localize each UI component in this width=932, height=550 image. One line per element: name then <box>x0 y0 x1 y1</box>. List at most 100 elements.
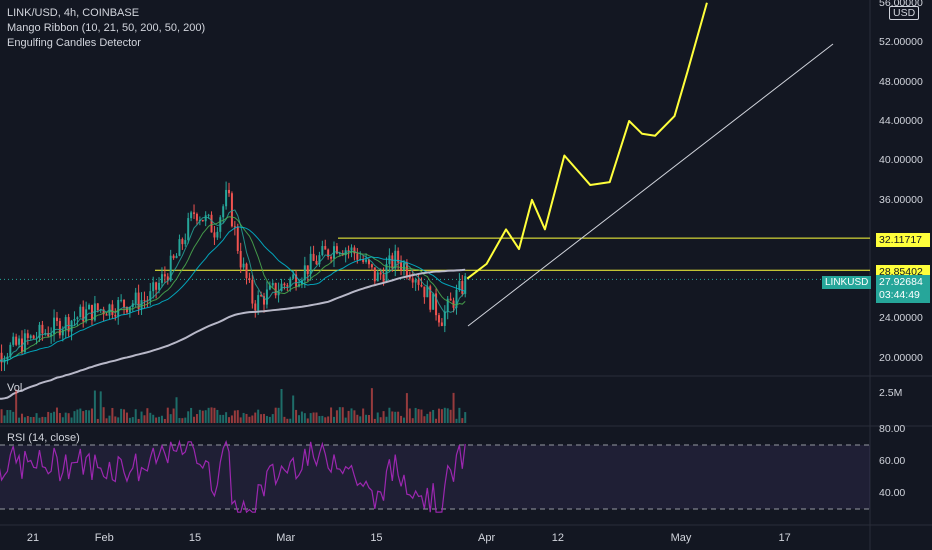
volume-bar <box>105 418 108 423</box>
volume-bar <box>376 412 379 423</box>
volume-bar <box>3 415 6 423</box>
candle-body <box>236 226 239 251</box>
candle-body <box>365 259 368 262</box>
candle-body <box>120 299 123 301</box>
price-tick-label: 40.00000 <box>879 154 923 167</box>
volume-bar <box>85 409 88 423</box>
volume-bar <box>265 415 268 423</box>
volume-bar <box>172 408 175 423</box>
candle-body <box>96 303 99 310</box>
candle-body <box>123 299 126 307</box>
candle-body <box>50 334 53 337</box>
rsi-tick-label: 80.00 <box>879 423 906 435</box>
engulfing-legend[interactable]: Engulfing Candles Detector <box>7 37 141 49</box>
candle-body <box>204 215 207 222</box>
candle-body <box>394 250 397 269</box>
candle-body <box>405 263 408 277</box>
candle-body <box>195 213 198 221</box>
volume-bar <box>193 416 196 423</box>
rsi-tick-label: 60.00 <box>879 455 906 467</box>
volume-bar <box>0 409 3 423</box>
candle-body <box>32 335 35 339</box>
candle-body <box>335 246 338 254</box>
volume-bar <box>394 411 397 423</box>
volume-bar <box>187 411 190 423</box>
candle-body <box>271 283 274 286</box>
volume-bar <box>391 411 394 423</box>
candle-body <box>222 206 225 218</box>
candle-body <box>330 256 333 259</box>
volume-bar <box>324 417 327 423</box>
candle-body <box>105 314 108 316</box>
candle-body <box>210 214 213 233</box>
volume-bar <box>295 409 298 423</box>
candle-body <box>327 249 330 257</box>
candle-body <box>143 300 146 302</box>
volume-bar <box>303 413 306 423</box>
volume-bar <box>210 407 213 423</box>
volume-bar <box>53 411 56 423</box>
volume-bar <box>88 410 91 423</box>
price-tick-label: 36.00000 <box>879 193 923 206</box>
volume-bar <box>213 407 216 423</box>
volume-bar <box>414 407 417 423</box>
volume-bar <box>140 411 143 423</box>
volume-bar <box>446 408 449 423</box>
candle-body <box>58 321 61 336</box>
volume-bar <box>417 409 420 423</box>
candle-body <box>178 239 181 256</box>
currency-badge[interactable]: USD <box>889 6 920 20</box>
candle-body <box>149 291 152 301</box>
volume-bar <box>23 417 26 423</box>
candle-body <box>312 253 315 261</box>
candle-body <box>362 258 365 262</box>
symbol-tag: LINKUSD <box>822 276 872 289</box>
volume-bar <box>359 416 362 423</box>
volume-bar <box>408 408 411 423</box>
candle-body <box>41 324 44 334</box>
volume-bar <box>423 416 426 423</box>
candle-body <box>228 189 231 194</box>
candle-body <box>239 250 242 268</box>
time-tick-label: 15 <box>188 532 202 544</box>
volume-bar <box>335 410 338 423</box>
volume-bar <box>347 410 350 423</box>
volume-bar <box>90 408 93 423</box>
candle-body <box>111 304 114 315</box>
volume-bar <box>429 411 432 423</box>
candle-body <box>283 283 286 286</box>
candle-body <box>397 250 400 263</box>
candle-body <box>216 231 219 238</box>
candle-body <box>166 276 169 281</box>
volume-bar <box>222 414 225 423</box>
volume-bar <box>41 416 44 423</box>
volume-bar <box>289 418 292 423</box>
volume-bar <box>219 414 222 423</box>
candle-body <box>338 253 341 255</box>
volume-bar <box>248 416 251 423</box>
volume-bar <box>131 417 134 423</box>
candle-body <box>233 226 236 228</box>
volume-bar <box>207 407 210 423</box>
volume-bar <box>6 409 9 423</box>
mango-ribbon-legend[interactable]: Mango Ribbon (10, 21, 50, 200, 50, 200) <box>7 22 206 34</box>
candle-body <box>175 255 178 259</box>
volume-bar <box>242 412 245 423</box>
volume-bar <box>452 392 455 423</box>
candle-body <box>114 314 117 317</box>
volume-bar <box>286 418 289 423</box>
volume-bar <box>123 409 126 423</box>
volume-bar <box>353 410 356 423</box>
volume-bar <box>108 415 111 423</box>
volume-bar <box>70 417 73 423</box>
volume-bar <box>190 407 193 423</box>
volume-bar <box>175 397 178 423</box>
volume-bar <box>169 414 172 423</box>
volume-bar <box>32 416 35 423</box>
candle-body <box>251 279 254 304</box>
volume-bar <box>411 418 414 423</box>
volume-bar <box>321 415 324 423</box>
volume-bar <box>143 415 146 423</box>
volume-label: Vol <box>7 382 23 394</box>
